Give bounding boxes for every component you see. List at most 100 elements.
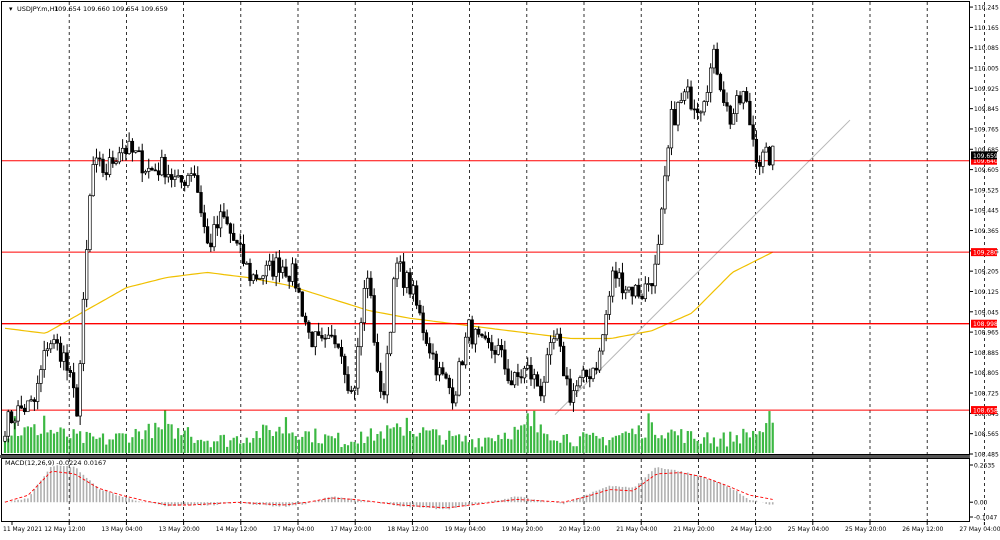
volume-bar [395, 423, 399, 453]
volume-bar [128, 442, 131, 453]
volume-bars [3, 410, 774, 453]
volume-bar [689, 431, 693, 453]
volume-bar [605, 445, 608, 453]
volume-bar [314, 428, 317, 453]
volume-bar [745, 432, 748, 453]
volume-bar [337, 432, 340, 453]
candle-body [261, 275, 265, 279]
candle-body [385, 353, 389, 396]
candle-body [535, 374, 540, 387]
time-tick-label: 18 May 12:00 [387, 526, 428, 533]
candle-body [277, 257, 282, 273]
price-tick-label: 108.645 [974, 411, 999, 418]
candle-body [313, 331, 318, 348]
macd-axis: 0.2635 0.00 -0.1047 [970, 463, 997, 522]
candle-body [36, 383, 40, 402]
candle-body [722, 89, 726, 103]
price-tick-label: 110.245 [974, 5, 999, 12]
candle-body [607, 295, 612, 315]
candle-body [330, 334, 334, 337]
candle-body [499, 345, 504, 351]
volume-bar [503, 432, 506, 453]
volume-bar [124, 433, 127, 453]
volume-bar [92, 436, 95, 453]
candle-body [13, 420, 17, 424]
macd-tick-label: 0.2635 [974, 463, 995, 470]
candle-body [205, 226, 210, 244]
macd-tick-label: 0.00 [974, 500, 988, 507]
candle-body [352, 387, 357, 392]
candle-body [120, 147, 125, 154]
price-tick-label: 109.365 [974, 228, 999, 235]
candle-body [552, 338, 556, 343]
current-price-bg [971, 151, 997, 160]
volume-bar [359, 431, 363, 453]
candle-body [611, 270, 615, 297]
candle-body [173, 176, 177, 180]
time-tick-label: 14 May 12:00 [216, 526, 257, 533]
trend-line[interactable] [554, 119, 851, 415]
candle-body [140, 150, 144, 174]
time-tick-label: 25 May 20:00 [845, 526, 886, 533]
volume-bar [644, 437, 647, 453]
candle-body [519, 376, 523, 379]
candle-body [682, 91, 687, 101]
candle-body [401, 261, 406, 288]
candle-body [673, 109, 677, 126]
candle-body [267, 260, 272, 266]
candle-body [653, 263, 657, 287]
candle-body [202, 212, 206, 227]
price-tick-label: 108.805 [974, 370, 999, 377]
candle-body [584, 369, 589, 377]
volume-bar [435, 429, 438, 453]
price-tick-label: 108.885 [974, 350, 999, 357]
volume-bar [500, 439, 503, 453]
candle-body [75, 387, 79, 417]
candle-body [19, 405, 23, 409]
volume-bar [255, 431, 258, 453]
volume-bar [654, 434, 657, 453]
volume-bar [591, 432, 595, 453]
volume-bar [301, 436, 304, 453]
candle-body [336, 343, 340, 348]
volume-bar [167, 423, 170, 453]
candle-body [421, 312, 425, 334]
candle-body [85, 249, 89, 300]
trend-line-segment[interactable] [554, 119, 851, 415]
volume-bar [722, 432, 725, 453]
macd-panel [4, 465, 774, 510]
level-price-labels: 109.640 109.280 108.998 108.658 109.659 [971, 151, 998, 415]
volume-bar [105, 444, 108, 453]
candle-body [640, 295, 644, 300]
volume-bar [765, 423, 768, 453]
volume-bar [212, 441, 216, 453]
candle-body [614, 270, 618, 279]
candle-body [316, 331, 321, 336]
volume-bar [275, 431, 278, 453]
time-tick-label: 20 May 12:00 [559, 526, 600, 533]
volume-bar [261, 424, 265, 453]
volume-bar [75, 433, 78, 453]
candle-body [71, 372, 76, 389]
candle-body [6, 411, 10, 437]
candle-body [460, 361, 465, 366]
candle-body [310, 331, 314, 348]
volume-bar [409, 431, 412, 453]
candle-body [555, 333, 559, 340]
candle-body [744, 91, 749, 102]
candle-body [558, 333, 563, 347]
candle-body [571, 390, 576, 403]
candle-body [78, 363, 82, 417]
candle-body [196, 175, 200, 193]
volume-bar [291, 432, 294, 453]
panel-separator[interactable] [0, 455, 970, 458]
time-tick-label: 21 May 04:00 [616, 526, 657, 533]
volume-bar [317, 443, 320, 453]
candle-body [637, 284, 641, 297]
candle-body [16, 405, 20, 422]
volume-bar [497, 434, 500, 453]
horizontal-levels[interactable] [2, 160, 970, 411]
macd-tick-label: -0.1047 [974, 515, 997, 522]
